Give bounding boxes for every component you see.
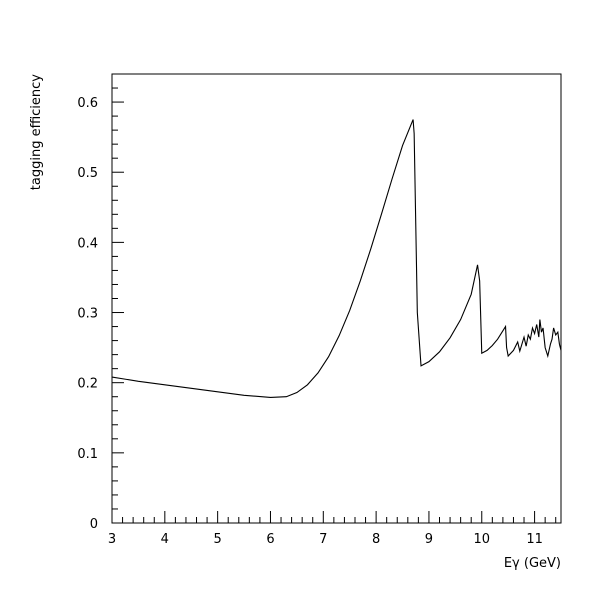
- x-tick-label: 8: [372, 532, 380, 547]
- y-tick-label: 0.6: [77, 96, 98, 111]
- x-tick-label: 10: [473, 532, 490, 547]
- y-tick-label: 0.4: [77, 236, 98, 251]
- plot-frame: [111, 73, 562, 524]
- y-tick-label: 0.2: [77, 377, 98, 392]
- y-tick-label: 0.1: [77, 447, 98, 462]
- plot-border: [111, 73, 562, 524]
- x-tick-label: 5: [214, 532, 222, 547]
- x-tick-label: 11: [526, 532, 543, 547]
- data-series: [111, 119, 562, 398]
- efficiency-curve: [111, 119, 562, 398]
- y-axis-title: tagging efficiency: [29, 74, 44, 191]
- x-tick-label: 7: [319, 532, 327, 547]
- axis-ticks: [111, 73, 557, 524]
- y-tick-label: 0.3: [77, 307, 98, 322]
- tick-labels: 3 4 5 6 7 8 9 10 11 0 0.1 0.2 0.3 0.4 0.5 0.6: [77, 96, 543, 547]
- x-tick-label: 4: [161, 532, 169, 547]
- x-tick-label: 9: [425, 532, 433, 547]
- x-tick-label: 6: [266, 532, 274, 547]
- x-axis-title: Eγ (GeV): [504, 556, 561, 571]
- y-tick-label: 0.5: [77, 166, 98, 181]
- y-tick-label: 0: [90, 517, 98, 532]
- x-tick-label: 3: [108, 532, 116, 547]
